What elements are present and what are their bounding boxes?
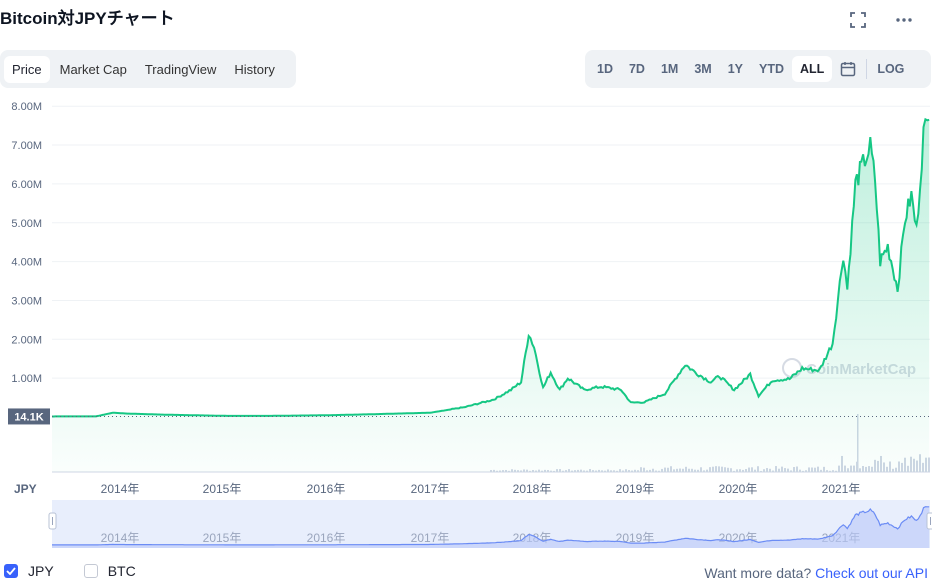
y-tick-label: 3.00M (11, 295, 42, 307)
fullscreen-icon[interactable] (846, 8, 870, 32)
time-range-selector: 1D 7D 1M 3M 1Y YTD ALL LOG (585, 50, 931, 88)
range-1y[interactable]: 1Y (727, 62, 744, 76)
y-tick-label: 7.00M (11, 140, 42, 152)
y-tick-label: 2.00M (11, 334, 42, 346)
log-toggle[interactable]: LOG (877, 62, 905, 76)
price-area (52, 119, 930, 473)
x-tick-label: 2016年 (307, 482, 346, 496)
x-tick-label: 2021年 (822, 482, 861, 496)
navigator-tick-label: 2016年 (307, 531, 346, 545)
price-chart[interactable]: 8.00M 7.00M 6.00M 5.00M 4.00M 3.00M 2.00M 1.00M… (0, 95, 932, 555)
navigator-tick-label: 2014年 (101, 531, 140, 545)
y-axis: 8.00M 7.00M 6.00M 5.00M 4.00M 3.00M 2.00M 1.00M (11, 101, 42, 385)
y-tick-label: 6.00M (11, 179, 42, 191)
calendar-icon[interactable] (832, 57, 864, 81)
legend-btc-label: BTC (107, 563, 136, 579)
y-tick-label: 1.00M (11, 373, 42, 385)
checkbox-checked-icon[interactable] (4, 564, 18, 578)
y-tick-label: 5.00M (11, 218, 42, 230)
api-promo: Want more data? Check out our API (704, 565, 928, 581)
navigator-line (52, 506, 930, 546)
y-axis-unit-label: JPY (14, 482, 37, 496)
x-tick-label: 2018年 (513, 482, 552, 496)
range-1d[interactable]: 1D (597, 62, 613, 76)
x-tick-label: 2020年 (719, 482, 758, 496)
checkbox-unchecked-icon[interactable] (83, 564, 98, 578)
x-axis: JPY 2014年 2015年 2016年 2017年 2018年 2019年 2020年 20… (14, 482, 860, 496)
range-1m[interactable]: 1M (660, 62, 679, 76)
range-divider (866, 59, 868, 79)
tab-history[interactable]: History (234, 61, 275, 77)
legend-jpy-label: JPY (28, 563, 54, 579)
chart-title: Bitcoin対JPYチャート (0, 9, 175, 28)
navigator-handle-right-grip (926, 512, 932, 530)
chart-top-icons (846, 8, 916, 32)
api-promo-text: Want more data? (704, 565, 812, 581)
navigator-tick-label: 2017年 (411, 531, 450, 545)
api-link[interactable]: Check out our API (815, 565, 928, 581)
tab-market-cap[interactable]: Market Cap (59, 61, 127, 77)
x-tick-label: 2017年 (411, 482, 450, 496)
navigator-handle-right (926, 512, 932, 530)
legend-jpy[interactable]: JPY (4, 563, 54, 579)
x-tick-label: 2015年 (203, 482, 242, 496)
current-price-box (8, 408, 50, 425)
x-tick-label: 2014年 (101, 482, 140, 496)
range-all[interactable]: ALL (792, 56, 833, 82)
chart-tabs: Price Market Cap TradingView History (0, 50, 296, 88)
current-price-label: 14.1K (8, 408, 50, 425)
range-ytd[interactable]: YTD (759, 62, 785, 76)
tab-tradingview[interactable]: TradingView (144, 61, 217, 77)
navigator-handle-left (48, 512, 57, 530)
price-line (52, 117, 930, 418)
navigator-tick-label: 2015年 (203, 531, 242, 545)
tab-price[interactable]: Price (4, 55, 50, 83)
legend-btc[interactable]: BTC (83, 563, 136, 579)
x-tick-label: 2019年 (616, 482, 655, 496)
range-7d[interactable]: 7D (628, 62, 645, 76)
legend: JPY BTC (4, 563, 166, 579)
y-tick-label: 4.00M (11, 257, 42, 269)
navigator-area (52, 506, 930, 548)
more-icon[interactable] (892, 8, 916, 32)
current-price-text: 14.1K (14, 411, 43, 423)
range-3m[interactable]: 3M (694, 62, 712, 76)
navigator-tick-label: 2019年 (616, 531, 655, 545)
y-tick-label: 8.00M (11, 101, 42, 113)
